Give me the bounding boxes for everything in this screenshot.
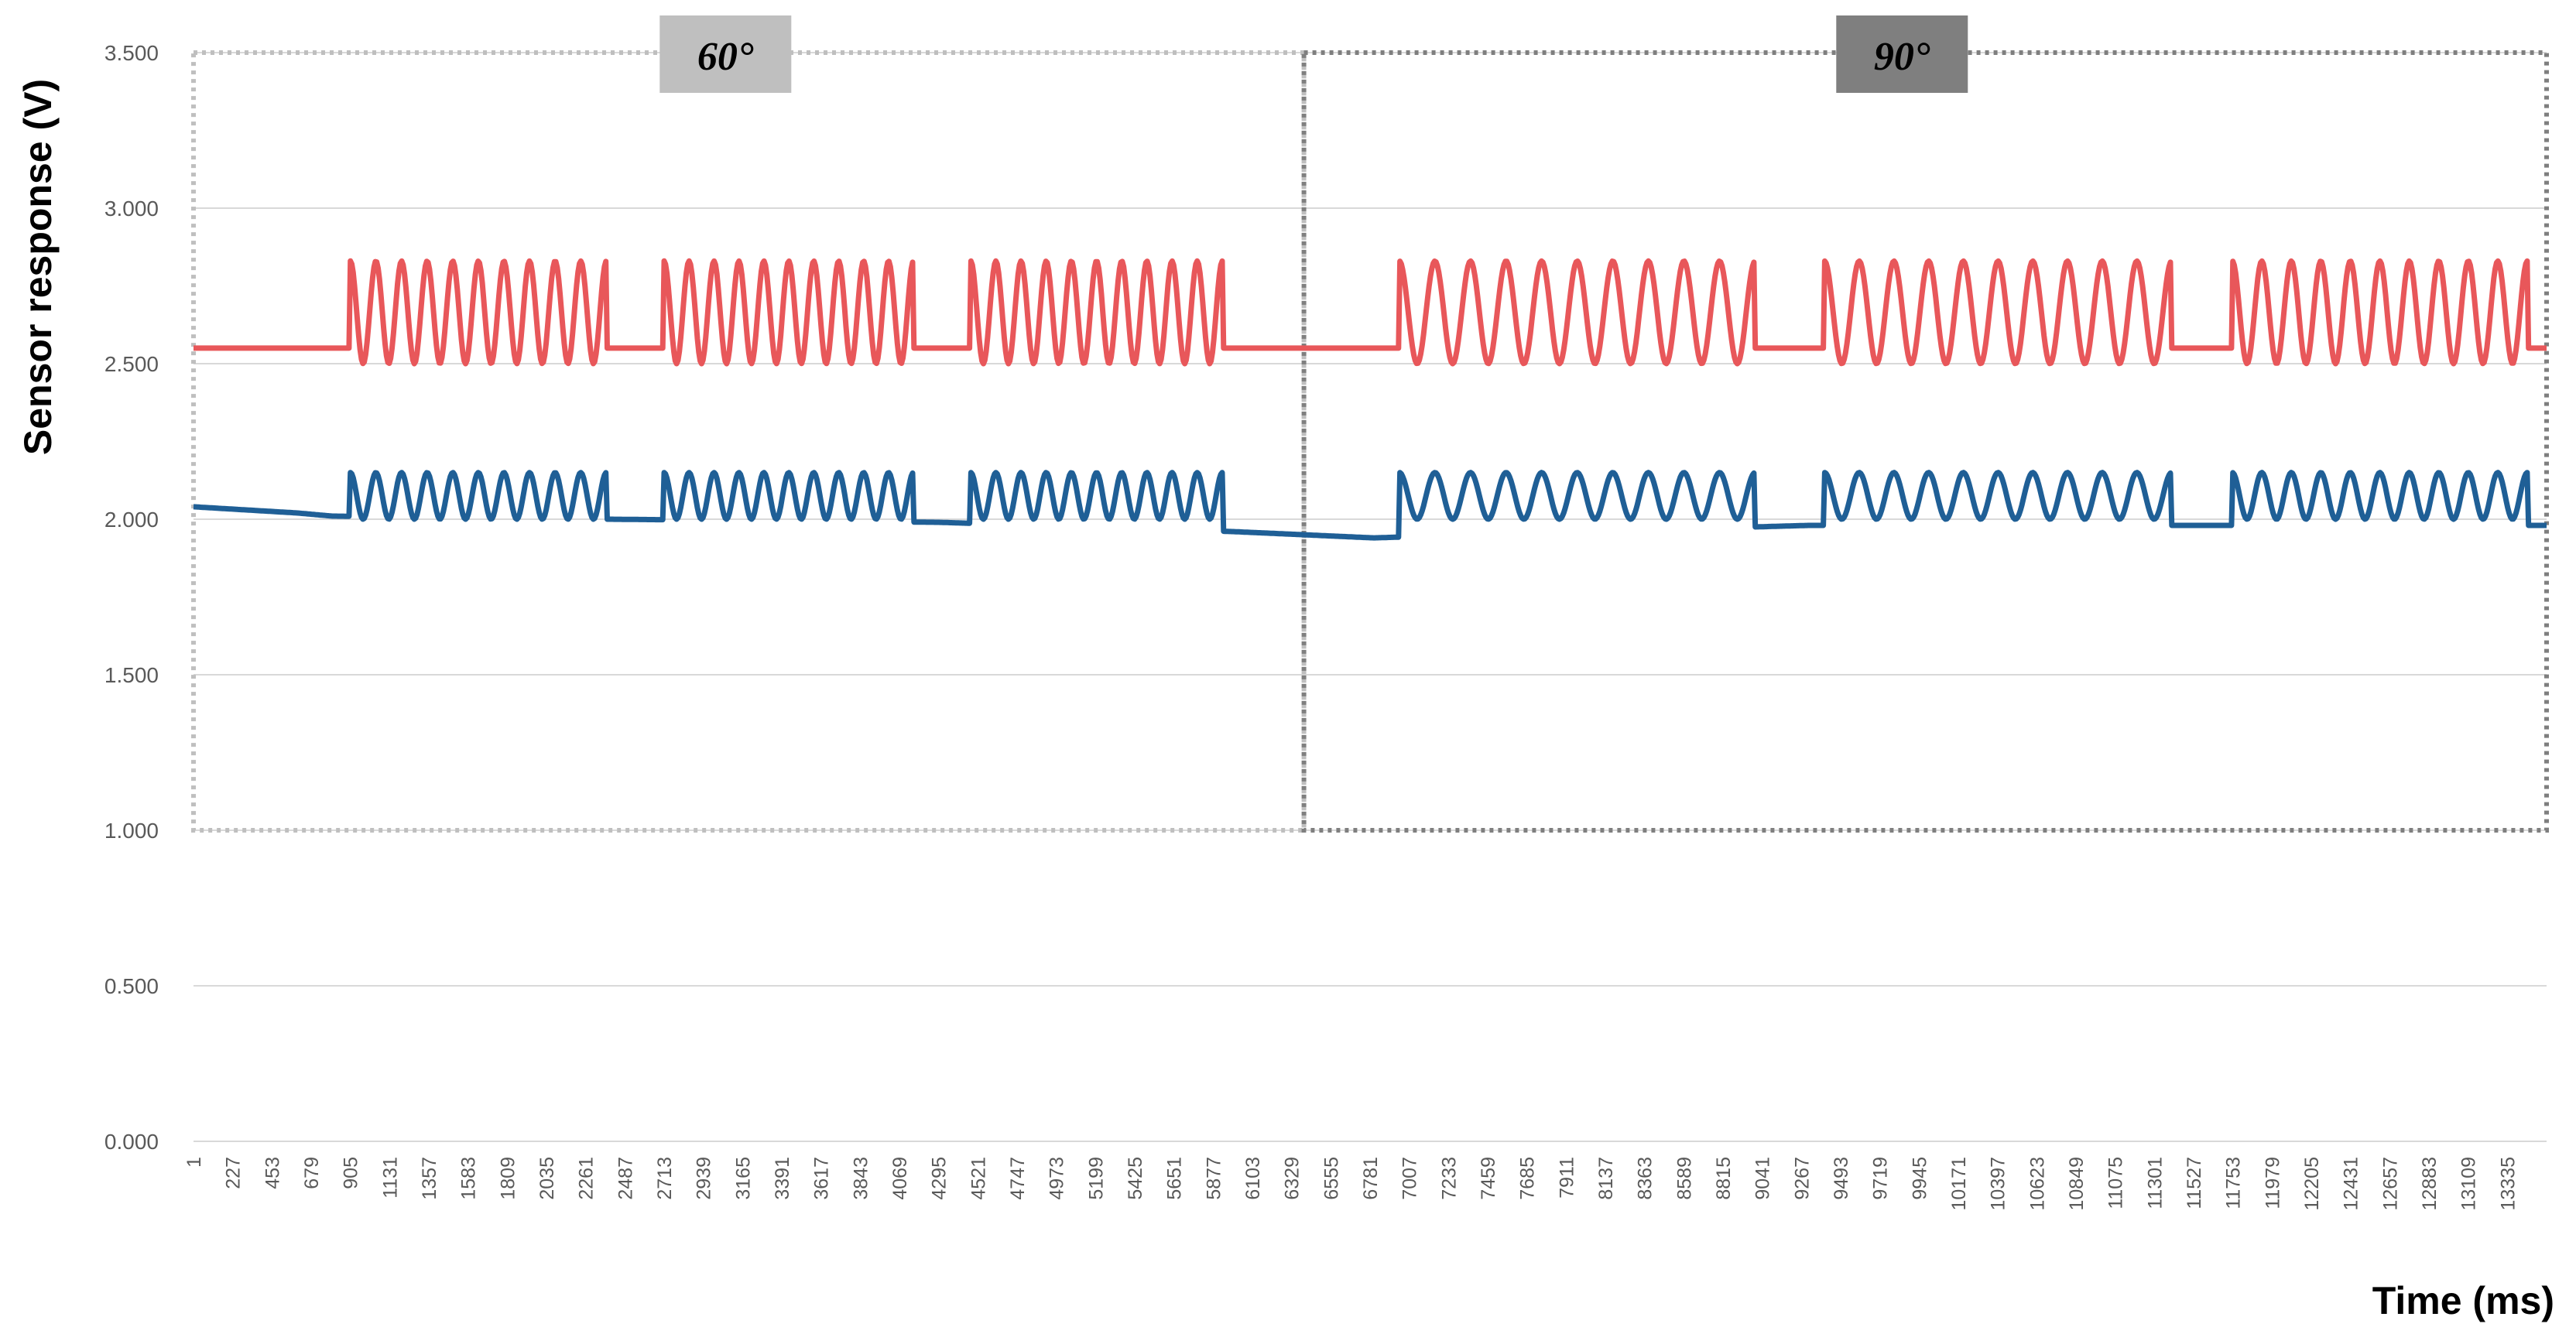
- x-tick-label: 3617: [811, 1157, 833, 1200]
- region-box: [1301, 50, 2549, 833]
- x-tick-label: 3165: [732, 1157, 754, 1200]
- x-tick-label: 905: [341, 1157, 362, 1189]
- y-tick-label: 1.500: [104, 663, 159, 687]
- x-tick-label: 453: [262, 1157, 283, 1189]
- x-tick-label: 3843: [850, 1157, 872, 1200]
- x-tick-label: 5199: [1085, 1157, 1107, 1200]
- x-axis-title: Time (ms): [2372, 1279, 2554, 1322]
- x-tick-label: 9267: [1791, 1157, 1813, 1200]
- y-tick-label: 3.500: [104, 41, 159, 65]
- x-tick-label: 6781: [1360, 1157, 1382, 1200]
- angle-regions: 60° 90°: [191, 15, 2549, 833]
- x-tick-label: 9493: [1831, 1157, 1852, 1200]
- x-tick-label: 6329: [1282, 1157, 1303, 1200]
- x-tick-label: 9719: [1870, 1157, 1892, 1200]
- y-axis-ticks: 0.000 0.500 1.000 1.500 2.000 2.500 3.000 3.500: [104, 41, 159, 1154]
- region-label: 90°: [1874, 35, 1930, 79]
- x-tick-label: 679: [301, 1157, 323, 1189]
- x-tick-label: 1357: [419, 1157, 440, 1200]
- x-tick-label: 8363: [1635, 1157, 1656, 1200]
- x-tick-label: 2487: [615, 1157, 636, 1200]
- data-series: [192, 258, 2548, 541]
- y-tick-label: 0.500: [104, 974, 159, 998]
- y-tick-label: 2.000: [104, 508, 159, 532]
- x-tick-label: 4521: [968, 1157, 989, 1200]
- x-tick-label: 5425: [1125, 1157, 1146, 1200]
- x-tick-label: 2035: [536, 1157, 558, 1200]
- y-tick-label: 2.500: [104, 352, 159, 376]
- x-tick-label: 11979: [2262, 1157, 2283, 1209]
- x-tick-label: 11075: [2105, 1157, 2127, 1209]
- x-tick-label: 5877: [1203, 1157, 1225, 1200]
- x-tick-label: 7459: [1478, 1157, 1499, 1200]
- x-tick-label: 6555: [1321, 1157, 1342, 1200]
- x-tick-label: 8137: [1595, 1157, 1617, 1200]
- x-tick-label: 7685: [1517, 1157, 1539, 1200]
- x-tick-label: 10849: [2066, 1157, 2088, 1211]
- x-tick-label: 4973: [1046, 1157, 1068, 1200]
- x-tick-label: 12431: [2341, 1157, 2362, 1211]
- grid-lines: [194, 52, 2547, 1142]
- x-tick-label: 2261: [576, 1157, 598, 1200]
- x-tick-label: 9945: [1909, 1157, 1930, 1200]
- x-tick-label: 7233: [1438, 1157, 1460, 1200]
- region-label: 60°: [697, 35, 754, 79]
- y-tick-label: 0.000: [104, 1130, 159, 1154]
- x-tick-label: 2713: [654, 1157, 676, 1200]
- series-line-red: [192, 258, 2548, 367]
- y-axis-title: Sensor response (V): [16, 79, 60, 455]
- x-tick-label: 6103: [1242, 1157, 1264, 1200]
- x-tick-label: 13109: [2458, 1157, 2480, 1211]
- x-tick-label: 7911: [1556, 1157, 1577, 1199]
- x-tick-label: 10397: [1988, 1157, 2009, 1211]
- region-label-box: [1836, 15, 1968, 93]
- x-tick-label: 10171: [1948, 1157, 1970, 1211]
- y-tick-label: 3.000: [104, 197, 159, 221]
- x-tick-label: 11753: [2223, 1157, 2245, 1209]
- x-tick-label: 9041: [1752, 1157, 1774, 1200]
- x-tick-label: 4069: [889, 1157, 911, 1200]
- x-tick-label: 1809: [497, 1157, 519, 1200]
- x-tick-label: 10623: [2026, 1157, 2048, 1211]
- x-tick-label: 1: [183, 1157, 205, 1168]
- x-tick-label: 13335: [2497, 1157, 2519, 1211]
- x-tick-label: 1131: [379, 1157, 401, 1199]
- region-label-box: [659, 15, 792, 93]
- x-tick-label: 8589: [1673, 1157, 1695, 1200]
- region-box: [191, 50, 1307, 833]
- x-tick-label: 8815: [1713, 1157, 1735, 1200]
- x-tick-label: 11527: [2184, 1157, 2205, 1209]
- x-tick-label: 2939: [694, 1157, 715, 1200]
- x-tick-label: 1583: [458, 1157, 480, 1200]
- x-tick-label: 12883: [2419, 1157, 2441, 1211]
- x-tick-label: 12657: [2379, 1157, 2401, 1211]
- x-tick-label: 3391: [772, 1157, 793, 1200]
- series-line-blue: [192, 470, 2548, 541]
- x-tick-label: 4295: [929, 1157, 951, 1200]
- x-tick-label: 4747: [1007, 1157, 1029, 1200]
- x-tick-label: 12205: [2301, 1157, 2323, 1211]
- x-tick-label: 227: [223, 1157, 245, 1189]
- y-tick-label: 1.000: [104, 819, 159, 843]
- x-tick-label: 11301: [2144, 1157, 2166, 1209]
- x-axis-ticks: 1 227 453 679 905 1131 1357 1583 1809 2035 2261 248…: [183, 1157, 2519, 1211]
- x-tick-label: 7007: [1399, 1157, 1421, 1200]
- x-tick-label: 5651: [1164, 1157, 1186, 1200]
